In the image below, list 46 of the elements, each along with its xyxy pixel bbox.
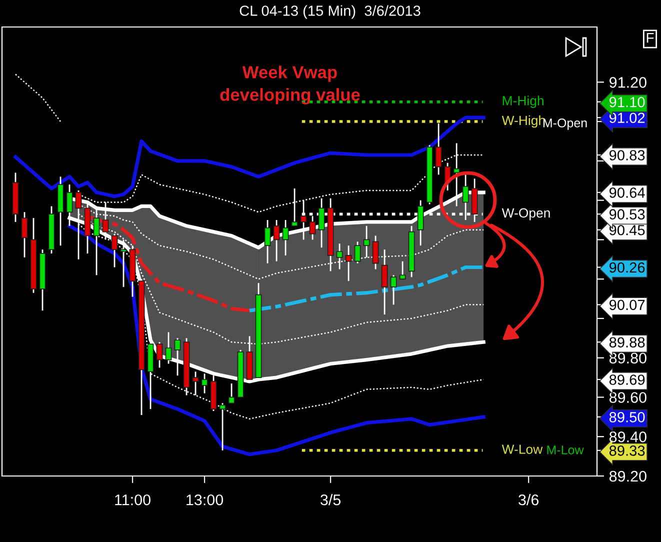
x-tick-label: 3/6 (518, 494, 539, 506)
candlestick (165, 332, 172, 364)
x-tick-label: 3/5 (320, 494, 341, 506)
y-tick-label: 91.20 (610, 77, 646, 88)
x-tick-label: 13:00 (186, 494, 224, 506)
x-tick-label: 11:00 (115, 494, 150, 506)
text: F (646, 33, 654, 43)
y-tick-label: 90.83 (609, 150, 645, 160)
y-tick-label: 89.80 (609, 352, 646, 364)
annotation: M-Low (547, 446, 584, 454)
y-tick-label: 89.69 (609, 374, 645, 385)
y-tick-label: 89.20 (609, 470, 646, 482)
y-tick-label: 90.64 (609, 188, 645, 198)
y-tick-label: 91.10 (609, 96, 645, 108)
candlestick (192, 370, 199, 396)
candlestick (390, 274, 397, 306)
y-tick-label: 90.07 (609, 300, 645, 310)
candlestick (174, 337, 181, 376)
candlestick (399, 260, 406, 280)
y-tick-label: 89.40 (609, 431, 646, 442)
candlestick (363, 225, 370, 258)
line-series (248, 265, 486, 312)
annotation: Week Vwap developing value (220, 66, 360, 104)
y-tick-label: 89.50 (609, 412, 645, 422)
candlestick (156, 341, 163, 368)
candlestick (228, 382, 235, 404)
candlestick (336, 242, 343, 270)
y-tick-label: 90.45 (609, 224, 645, 236)
ref-line-label: W-Low (502, 444, 543, 454)
line-series (14, 116, 486, 198)
y-tick-label: 90.26 (609, 262, 645, 273)
y-tick-label: 91.02 (609, 112, 645, 124)
candlestick (372, 235, 379, 270)
annotation: M-Open (543, 118, 587, 130)
candlestick (354, 240, 361, 264)
y-tick-label: 89.33 (609, 446, 645, 456)
y-tick-label: 89.60 (609, 392, 646, 403)
ref-line-label: W-High (502, 115, 545, 128)
y-tick-label: 89.88 (609, 337, 645, 348)
ref-line-label: W-Open (502, 208, 550, 220)
candlestick (21, 211, 28, 258)
chart-title: CL 04-13 (15 Min) 3/6/2013 (240, 5, 420, 19)
ref-line-label: M-High (502, 96, 544, 108)
candlestick (120, 238, 127, 288)
y-tick-label: 90.53 (609, 209, 645, 220)
candlestick (111, 233, 118, 268)
